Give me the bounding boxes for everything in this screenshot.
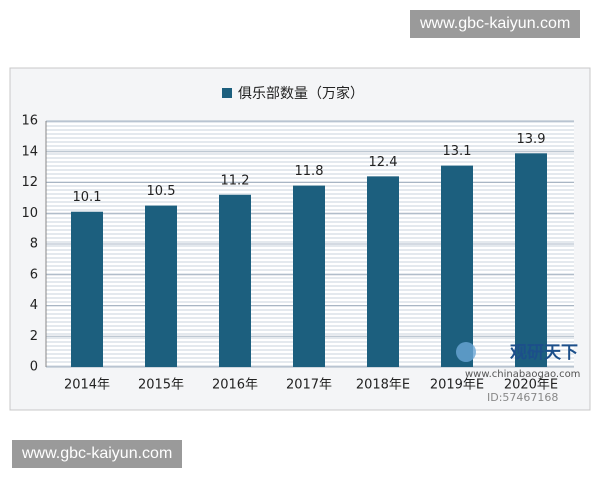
watermark: www.gbc-kaiyun.com	[12, 440, 183, 468]
logo-icon	[456, 342, 476, 362]
bar	[293, 185, 325, 367]
data-label: 13.1	[443, 144, 472, 159]
x-tick-label: 2019年E	[430, 378, 484, 393]
y-tick-label: 6	[30, 267, 38, 282]
legend-label: 俱乐部数量（万家）	[238, 85, 364, 102]
x-tick-label: 2016年	[212, 378, 258, 393]
bar	[145, 205, 177, 367]
logo-site: www.chinabaogao.com	[465, 369, 580, 380]
data-label: 10.1	[73, 190, 102, 205]
legend-swatch	[222, 88, 232, 98]
data-label: 12.4	[369, 155, 398, 170]
watermark: www.gbc-kaiyun.com	[410, 10, 581, 38]
y-tick-label: 2	[30, 329, 38, 344]
logo-name: 观研天下	[509, 343, 578, 363]
y-tick-label: 10	[21, 206, 38, 221]
bar	[71, 211, 103, 367]
logo-id: ID:57467168	[487, 391, 558, 404]
y-tick-label: 8	[30, 237, 38, 252]
y-tick-label: 0	[30, 360, 38, 375]
data-label: 13.9	[517, 132, 546, 147]
bar	[515, 153, 547, 367]
data-label: 11.8	[295, 164, 324, 179]
x-tick-label: 2014年	[64, 378, 110, 393]
data-label: 10.5	[147, 184, 176, 199]
y-tick-label: 12	[21, 175, 38, 190]
x-tick-label: 2020年E	[504, 378, 558, 393]
y-tick-label: 4	[30, 298, 38, 313]
bar	[367, 176, 399, 367]
bar	[219, 194, 251, 367]
data-label: 11.2	[221, 173, 250, 188]
x-tick-label: 2017年	[286, 378, 332, 393]
x-tick-label: 2018年E	[356, 378, 410, 393]
x-tick-label: 2015年	[138, 378, 184, 393]
bar	[441, 165, 473, 367]
y-tick-label: 14	[21, 144, 38, 159]
y-tick-label: 16	[21, 114, 38, 129]
